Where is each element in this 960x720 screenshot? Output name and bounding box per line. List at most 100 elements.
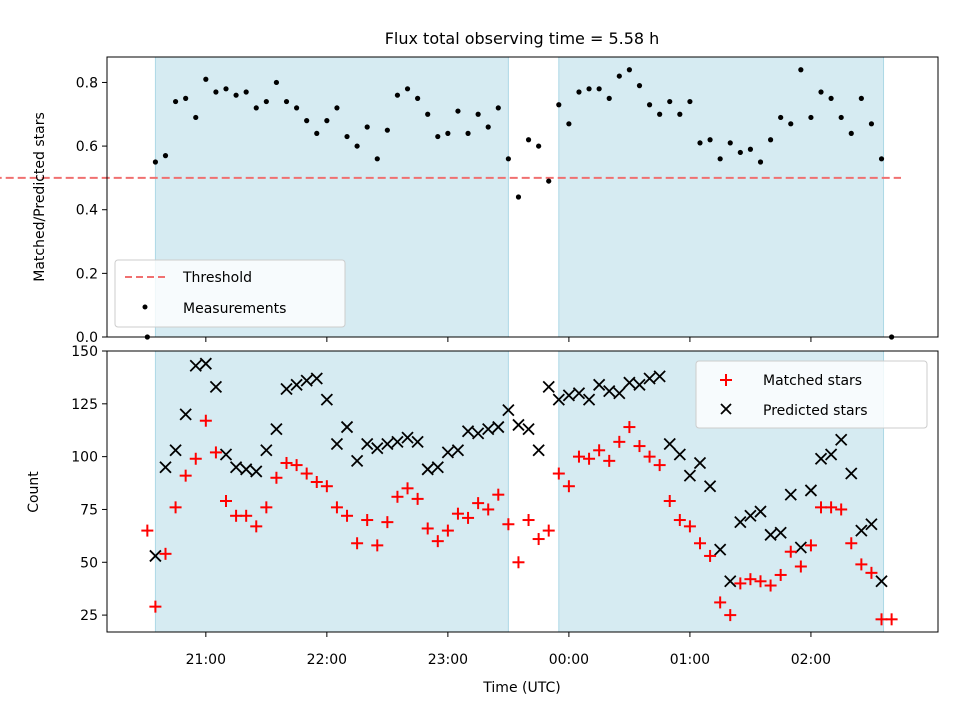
predicted-point [461,425,475,438]
measurement-point [334,105,340,111]
matched-point [552,467,565,480]
marker-stroke [804,484,818,497]
marker-stroke [845,467,858,480]
y-axis-label: Matched/Predicted stars [32,112,48,282]
matched-point [542,524,555,537]
predicted-point [552,393,565,406]
matched-point [482,503,495,516]
marker-stroke [613,387,626,400]
measurement-point [767,137,774,143]
measurement-point [596,86,602,92]
predicted-point [593,378,606,391]
marker-stroke [461,425,475,438]
matched-point [875,613,888,626]
marker-stroke [361,437,374,451]
legend-box [695,360,928,429]
measurement-point [556,102,562,108]
predicted-point [754,505,767,518]
y-tick-label: 75 [80,502,98,518]
predicted-point [814,452,828,465]
matched-point [300,467,313,480]
y-axis-ticks: 0.0 0.2 0.4 0.6 0.8 [76,75,107,346]
predicted-point [582,393,596,406]
marker-stroke [381,437,394,451]
predicted-point [714,543,727,556]
predicted-point [562,389,576,402]
marker-stroke [431,461,444,474]
matched-point [603,454,616,467]
predicted-point [340,420,354,434]
matched-point [865,566,878,579]
predicted-point [623,376,636,389]
matched-point [240,509,253,522]
predicted-point [522,423,535,436]
marker-stroke [471,427,485,440]
marker-stroke [502,404,515,417]
marker-stroke [411,435,424,448]
measurement-point [636,83,643,89]
legend-measurements-label: Measurements [183,301,286,317]
marker-stroke [734,515,747,529]
marker-stroke [300,374,313,387]
matched-point [179,469,192,482]
marker-stroke [784,488,797,501]
matched-point [472,497,485,510]
predicted-point [381,437,394,451]
marker-stroke [744,509,757,522]
predicted-point [774,526,787,539]
measurement-point [253,105,259,111]
measurement-point [344,133,350,140]
measurement-point [445,130,451,136]
matched-point [189,452,202,465]
measurement-point [566,121,572,127]
predicted-point [532,444,545,457]
marker-stroke [209,380,223,394]
marker-stroke [552,393,565,406]
matched-point [724,609,737,622]
x-axis-ticks: 21:00 22:00 23:00 00:00 01:00 02:00 [186,632,831,668]
predicted-point [572,387,586,400]
marker-stroke [653,370,666,383]
matched-point [431,535,444,548]
predicted-point [845,467,858,480]
predicted-point [149,549,162,563]
measurement-point [586,86,592,92]
measurement-point [505,156,511,162]
marker-stroke [350,454,364,468]
y-axis-ticks: 25 50 75 100 125 150 [71,344,107,624]
marker-stroke [562,389,576,402]
measurement-point [263,98,269,105]
marker-stroke [865,518,878,531]
x-tick-label: 01:00 [670,652,710,668]
marker-stroke [169,444,182,457]
marker-stroke [371,442,384,455]
x-tick-label: 00:00 [549,652,589,668]
matched-point [401,482,414,495]
matched-point [411,492,424,505]
marker-stroke [290,378,303,391]
predicted-point [764,528,777,541]
matched-point [532,533,545,546]
marker-stroke [421,463,434,476]
matched-point [451,507,464,520]
predicted-point [703,480,717,493]
measurement-point [475,111,481,117]
predicted-point [734,515,747,529]
measurement-point [737,149,743,156]
x-tick-label: 02:00 [791,652,831,668]
marker-stroke [623,376,636,389]
predicted-point [411,435,424,448]
measurement-point [384,127,390,133]
marker-stroke [340,420,354,434]
marker-stroke [633,378,646,391]
predicted-point [441,446,455,459]
matched-point [310,475,323,488]
marker-stroke [219,448,233,461]
matched-point [391,490,404,503]
x-axis-label: Time (UTC) [482,680,560,696]
legend-matched-label: Matched stars [763,373,862,389]
matched-point [663,495,676,508]
measurement-point [727,140,733,146]
marker-stroke [643,372,656,385]
measurement-point [848,130,854,136]
